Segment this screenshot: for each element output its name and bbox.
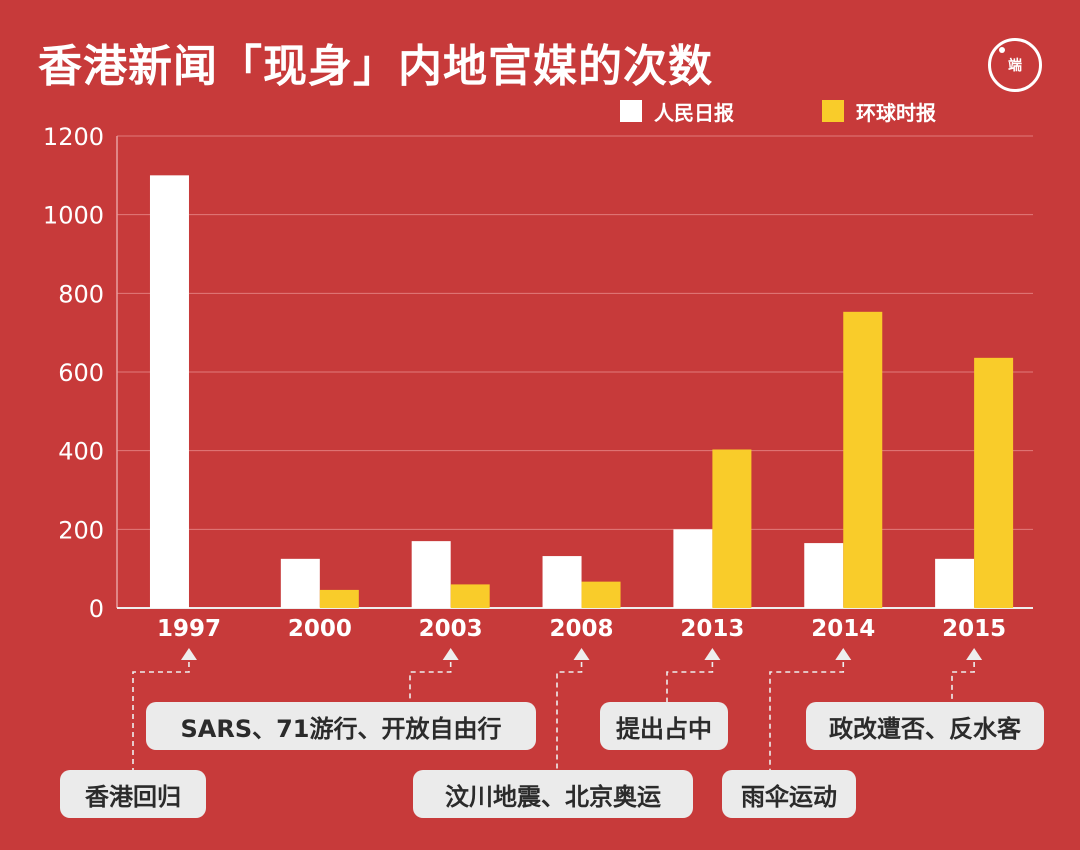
y-tick-label: 600 — [58, 359, 104, 387]
bar-huanqiu-2013 — [712, 449, 752, 608]
event-box-2013: 提出占中 — [600, 702, 728, 750]
x-tick-label: 2014 — [811, 616, 875, 642]
x-tick-label: 2015 — [942, 616, 1006, 642]
legend-label-huanqiu: 环球时报 — [856, 100, 936, 125]
legend-item-huanqiu: 环球时报 — [822, 98, 936, 125]
x-tick-label: 1997 — [157, 616, 221, 642]
annotation-arrow-2013 — [704, 648, 721, 660]
annotation-arrow-2008 — [573, 648, 590, 660]
bar-renmin-2008 — [542, 556, 582, 608]
y-tick-label: 0 — [89, 595, 104, 623]
bar-huanqiu-2015 — [974, 357, 1014, 608]
logo-text: 端 — [1008, 58, 1022, 74]
annotation-connector-2014 — [769, 662, 845, 770]
y-tick-label: 1000 — [43, 202, 104, 230]
event-box-2008: 汶川地震、北京奥运 — [413, 770, 693, 818]
legend-item-renmin: 人民日报 — [620, 98, 734, 125]
event-box-1997: 香港回归 — [60, 770, 206, 818]
legend-swatch-huanqiu — [822, 100, 844, 122]
bar-huanqiu-2008 — [581, 581, 621, 608]
event-box-2015: 政改遭否、反水客 — [806, 702, 1044, 750]
annotation-arrow-2015 — [966, 648, 983, 660]
bar-renmin-2015 — [935, 558, 975, 608]
bar-renmin-1997 — [149, 175, 189, 609]
annotation-connector-2015 — [951, 662, 975, 702]
x-tick-label: 2003 — [419, 616, 483, 642]
annotation-connector-1997 — [132, 662, 190, 770]
annotation-arrow-1997 — [180, 648, 197, 660]
annotation-connector-2003 — [409, 662, 452, 702]
logo-dot-icon — [999, 47, 1005, 53]
annotation-connector-2008 — [556, 662, 583, 770]
bar-huanqiu-2000 — [319, 589, 359, 608]
y-tick-label: 400 — [58, 438, 104, 466]
event-box-2003: SARS、71游行、开放自由行 — [146, 702, 536, 750]
logo: 端 — [988, 38, 1042, 92]
x-tick-label: 2008 — [550, 616, 614, 642]
annotation-connector-2013 — [666, 662, 714, 702]
event-box-2014: 雨伞运动 — [722, 770, 856, 818]
bar-huanqiu-2014 — [843, 311, 883, 608]
x-tick-label: 2013 — [680, 616, 744, 642]
annotation-arrow-2003 — [442, 648, 459, 660]
y-tick-label: 800 — [58, 280, 104, 308]
legend-swatch-renmin — [620, 100, 642, 122]
y-tick-label: 1200 — [43, 123, 104, 151]
x-tick-label: 2000 — [288, 616, 352, 642]
bar-renmin-2014 — [804, 543, 844, 608]
chart-title: 香港新闻「现身」内地官媒的次数 — [38, 41, 713, 92]
bar-huanqiu-2003 — [450, 584, 490, 608]
annotation-arrow-2014 — [835, 648, 852, 660]
y-tick-label: 200 — [58, 516, 104, 544]
bar-renmin-2000 — [280, 558, 320, 608]
bar-renmin-2003 — [411, 541, 451, 608]
legend-label-renmin: 人民日报 — [654, 100, 734, 125]
bar-renmin-2013 — [673, 529, 713, 608]
